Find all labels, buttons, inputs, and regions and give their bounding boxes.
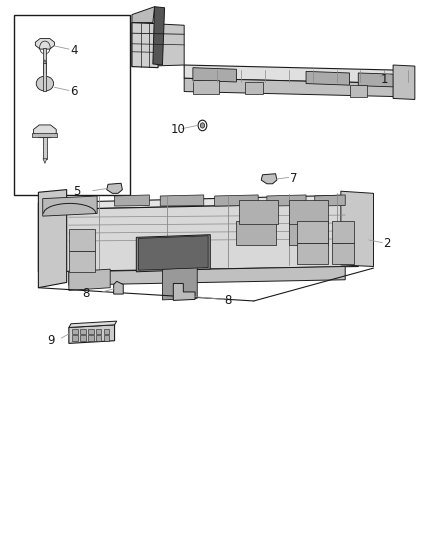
Polygon shape [35,38,54,49]
Polygon shape [261,174,277,184]
Text: 10: 10 [171,123,186,136]
Polygon shape [297,221,328,243]
Polygon shape [153,7,165,65]
Polygon shape [215,195,258,206]
Polygon shape [136,235,210,272]
Polygon shape [358,73,406,87]
Polygon shape [184,78,406,97]
Polygon shape [69,325,115,343]
Polygon shape [34,125,56,138]
Polygon shape [289,200,328,224]
Text: 8: 8 [224,294,232,307]
Text: 9: 9 [47,334,55,347]
Polygon shape [132,22,158,68]
Polygon shape [69,229,95,251]
Polygon shape [69,266,345,285]
Polygon shape [193,80,219,94]
Polygon shape [107,183,122,193]
Text: 6: 6 [70,85,78,98]
Bar [72,335,78,341]
Text: 4: 4 [70,44,78,56]
Polygon shape [237,221,276,245]
Polygon shape [43,60,46,63]
Bar [104,335,110,341]
Polygon shape [39,203,358,272]
Polygon shape [69,251,95,272]
Polygon shape [43,196,97,216]
Bar [43,47,46,73]
Text: 8: 8 [82,287,89,300]
Polygon shape [341,191,374,266]
Polygon shape [132,22,184,67]
Polygon shape [332,243,354,264]
Bar [14,14,130,195]
Bar [96,335,102,341]
Polygon shape [315,195,345,206]
Circle shape [198,120,207,131]
Bar [43,63,46,91]
Polygon shape [245,82,262,94]
Polygon shape [69,269,110,290]
Bar [43,138,47,159]
Polygon shape [43,159,47,164]
Text: 7: 7 [290,172,297,185]
Polygon shape [43,73,46,76]
Bar [88,328,94,334]
Polygon shape [132,7,155,22]
Polygon shape [114,281,123,294]
Text: 5: 5 [73,185,81,198]
Bar [80,328,86,334]
Polygon shape [173,284,195,301]
Polygon shape [115,195,149,206]
Polygon shape [193,68,237,82]
Polygon shape [138,236,208,270]
Polygon shape [39,190,67,288]
Polygon shape [162,268,197,300]
Polygon shape [350,85,367,97]
Bar [80,335,86,341]
Polygon shape [297,243,328,264]
Ellipse shape [36,76,53,91]
Text: 2: 2 [383,237,391,250]
Polygon shape [306,71,350,85]
Bar [104,328,110,334]
Text: 1: 1 [381,73,389,86]
Polygon shape [184,65,406,84]
Bar [96,328,102,334]
Polygon shape [332,221,354,243]
Polygon shape [69,321,117,327]
Bar [88,335,94,341]
Circle shape [200,123,205,128]
Bar [72,328,78,334]
Polygon shape [39,195,358,210]
Polygon shape [239,200,278,224]
Polygon shape [160,195,204,206]
Polygon shape [393,65,415,100]
Polygon shape [289,221,328,245]
Bar [32,133,57,138]
Polygon shape [267,195,306,206]
